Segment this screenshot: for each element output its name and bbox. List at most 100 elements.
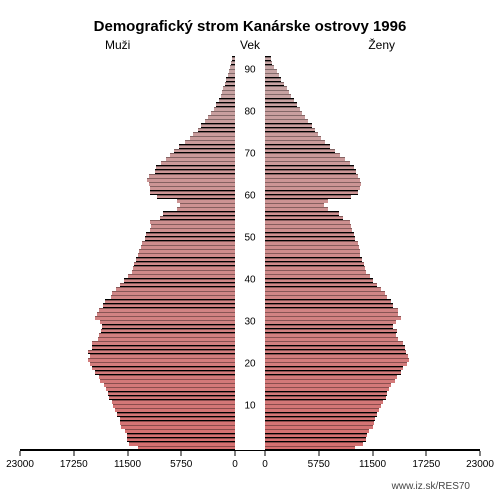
female-bar	[265, 232, 480, 236]
male-bar	[20, 136, 235, 140]
female-bar	[265, 253, 480, 257]
female-bar	[265, 345, 480, 349]
female-bar	[265, 333, 480, 337]
x-tick-label: 0	[262, 459, 268, 470]
male-bar	[20, 303, 235, 307]
male-bar	[20, 186, 235, 190]
male-bar	[20, 86, 235, 90]
female-bar	[265, 308, 480, 312]
female-bar	[265, 228, 480, 232]
male-bar	[20, 429, 235, 433]
male-bar	[20, 295, 235, 299]
male-bar	[20, 425, 235, 429]
y-tick-label: 40	[235, 274, 265, 285]
male-bar	[20, 228, 235, 232]
female-bar	[265, 303, 480, 307]
female-bar	[265, 56, 480, 60]
male-bar	[20, 182, 235, 186]
female-bar	[265, 169, 480, 173]
female-bar	[265, 312, 480, 316]
male-bar	[20, 442, 235, 446]
female-bar	[265, 65, 480, 69]
female-bar	[265, 417, 480, 421]
male-bar	[20, 174, 235, 178]
male-bar	[20, 94, 235, 98]
male-bar	[20, 236, 235, 240]
female-bar	[265, 366, 480, 370]
female-bar	[265, 144, 480, 148]
female-bar	[265, 199, 480, 203]
female-bar	[265, 278, 480, 282]
female-bar	[265, 190, 480, 194]
female-bar	[265, 337, 480, 341]
female-bar	[265, 140, 480, 144]
male-side	[20, 55, 235, 450]
male-bar	[20, 324, 235, 328]
female-bar	[265, 433, 480, 437]
male-bar	[20, 375, 235, 379]
male-bar	[20, 287, 235, 291]
x-axis: 2300017250115005750005750115001725023000	[20, 450, 480, 480]
male-bar	[20, 98, 235, 102]
female-bar	[265, 266, 480, 270]
x-tick-label: 23000	[6, 459, 34, 470]
female-bar	[265, 165, 480, 169]
y-tick-label: 20	[235, 358, 265, 369]
female-bar	[265, 153, 480, 157]
female-bar	[265, 283, 480, 287]
male-bar	[20, 190, 235, 194]
female-bar	[265, 291, 480, 295]
female-bar	[265, 316, 480, 320]
female-bar	[265, 341, 480, 345]
male-bar	[20, 199, 235, 203]
male-bar	[20, 249, 235, 253]
male-bar	[20, 119, 235, 123]
female-bar	[265, 429, 480, 433]
male-bar	[20, 379, 235, 383]
female-bar	[265, 387, 480, 391]
male-bar	[20, 337, 235, 341]
female-bar	[265, 391, 480, 395]
female-bar	[265, 115, 480, 119]
female-bar	[265, 320, 480, 324]
male-bar	[20, 195, 235, 199]
male-bar	[20, 224, 235, 228]
female-bar	[265, 216, 480, 220]
y-tick-label: 70	[235, 148, 265, 159]
male-bar	[20, 165, 235, 169]
female-bar	[265, 408, 480, 412]
female-bar	[265, 128, 480, 132]
male-bar	[20, 216, 235, 220]
male-bar	[20, 161, 235, 165]
male-bar	[20, 341, 235, 345]
male-bar	[20, 262, 235, 266]
male-bar	[20, 178, 235, 182]
male-bar	[20, 362, 235, 366]
female-bar	[265, 136, 480, 140]
male-bar	[20, 128, 235, 132]
male-bar	[20, 387, 235, 391]
female-bar	[265, 241, 480, 245]
male-bar	[20, 132, 235, 136]
male-bar	[20, 115, 235, 119]
female-bar	[265, 299, 480, 303]
male-bar	[20, 274, 235, 278]
population-pyramid-chart: Demografický strom Kanárske ostrovy 1996…	[0, 0, 500, 500]
female-bar	[265, 69, 480, 73]
male-bar	[20, 157, 235, 161]
female-bar	[265, 425, 480, 429]
male-bar	[20, 354, 235, 358]
female-bar	[265, 207, 480, 211]
female-bar	[265, 161, 480, 165]
female-bar	[265, 249, 480, 253]
female-bar	[265, 186, 480, 190]
male-bar	[20, 421, 235, 425]
age-axis: 102030405060708090	[235, 55, 265, 450]
y-tick-label: 10	[235, 400, 265, 411]
male-bar	[20, 333, 235, 337]
male-bar	[20, 123, 235, 127]
female-bar	[265, 274, 480, 278]
female-bar	[265, 257, 480, 261]
male-bar	[20, 140, 235, 144]
source-url: www.iz.sk/RES70	[392, 481, 470, 492]
